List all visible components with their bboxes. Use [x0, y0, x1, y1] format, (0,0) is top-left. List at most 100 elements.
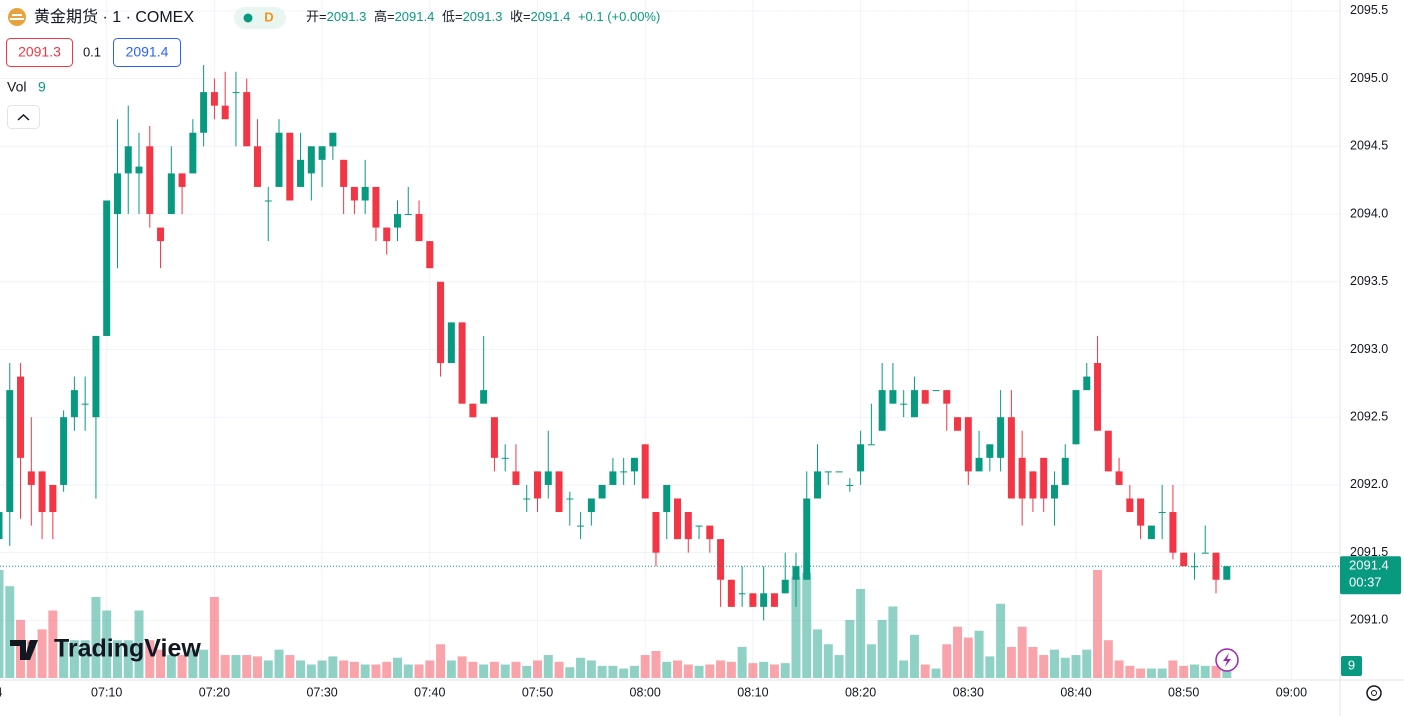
candle-body	[1180, 552, 1188, 567]
volume-bar	[48, 610, 58, 678]
volume-bar	[683, 664, 693, 678]
candle-body	[27, 471, 35, 485]
candle-body	[523, 498, 531, 500]
interval-badge: D	[264, 9, 273, 24]
volume-bar	[285, 655, 295, 678]
candle-body	[38, 471, 46, 513]
volume-bar	[1006, 646, 1016, 678]
volume-bar	[274, 649, 284, 678]
candle-body	[501, 457, 509, 459]
candle-body	[318, 146, 326, 160]
candle-body	[609, 471, 617, 485]
candle-body	[81, 403, 89, 405]
candle-body	[630, 457, 638, 472]
volume-bar	[134, 610, 144, 678]
candle-body	[792, 566, 800, 580]
volume-bar	[317, 660, 327, 678]
volume-bar	[963, 637, 973, 678]
x-tick-label: 09:00	[1276, 685, 1307, 699]
candle-body	[770, 593, 778, 607]
candle-body	[803, 498, 811, 580]
volume-bar	[888, 606, 898, 678]
candle-body	[1050, 484, 1058, 499]
candle-body	[814, 471, 822, 499]
candle-body	[469, 403, 477, 418]
volume-bar	[112, 640, 122, 678]
x-tick-label: 08:10	[737, 685, 768, 699]
volume-bar	[1179, 665, 1189, 678]
change: +0.1 (+0.00%)	[578, 9, 660, 24]
candle-body	[1007, 417, 1015, 499]
y-tick-label: 2091.5	[1350, 545, 1388, 559]
candle-body	[286, 132, 294, 201]
volume-bar	[511, 661, 521, 678]
candle-body	[652, 512, 660, 553]
candle-body	[857, 444, 865, 472]
ask-box[interactable]	[113, 38, 181, 67]
candle-body	[577, 525, 585, 527]
volume-bar	[37, 629, 47, 678]
volume-bar	[403, 664, 413, 678]
volume-bar	[759, 661, 769, 678]
candle-body	[975, 457, 983, 472]
collapse-button[interactable]	[7, 105, 40, 129]
candle-body	[307, 146, 315, 174]
volume-bar	[209, 597, 219, 678]
volume-bar	[231, 655, 241, 678]
candle-body	[620, 471, 628, 473]
close-value: 2091.4	[531, 9, 571, 24]
candle-body	[167, 173, 175, 215]
candle-body	[760, 593, 768, 607]
volume-bar	[673, 660, 683, 678]
candle-body	[178, 173, 186, 187]
candle-body	[1061, 457, 1069, 485]
volume-bar	[102, 610, 112, 678]
candle-body	[1212, 552, 1220, 580]
candle-body	[641, 444, 649, 499]
status-pill[interactable]	[234, 7, 286, 29]
volume-bar	[1071, 655, 1081, 678]
logo-text[interactable]: TradingView	[54, 635, 201, 663]
settings-button[interactable]	[1366, 685, 1382, 701]
volume-bar	[533, 660, 542, 678]
volume-bar	[425, 660, 435, 678]
candle-body	[900, 403, 908, 405]
candle-body	[124, 146, 132, 174]
volume-bar	[780, 663, 790, 678]
market-status-dot	[243, 13, 253, 23]
candle-body	[17, 376, 25, 458]
candle-body	[1223, 566, 1231, 580]
candle-body	[986, 444, 994, 458]
logo-dot	[28, 640, 36, 648]
volume-bar	[726, 661, 736, 678]
y-tick-label: 2091.0	[1350, 613, 1388, 627]
candle-body	[824, 471, 832, 473]
candle-body	[598, 484, 606, 499]
volume-bar	[845, 619, 855, 678]
candle-body	[1158, 512, 1166, 514]
candle-body	[189, 132, 197, 174]
volume-bar	[26, 640, 36, 678]
volume-bar	[1082, 649, 1092, 678]
volume-bar	[619, 668, 629, 678]
x-tick-label: 08:50	[1168, 685, 1199, 699]
volume-bar	[382, 661, 392, 678]
volume-bar	[834, 655, 844, 678]
candle-body	[480, 390, 488, 404]
volume-bar	[1146, 668, 1156, 678]
candle-body	[6, 390, 14, 513]
volume-bar	[199, 649, 209, 678]
candle-body	[0, 512, 3, 540]
volume-bar	[156, 649, 166, 678]
volume-label-box	[1341, 656, 1362, 676]
y-tick-label: 2093.5	[1350, 274, 1388, 288]
bid-box[interactable]	[6, 38, 73, 67]
candle-body	[932, 390, 940, 392]
candle-body	[103, 200, 111, 336]
candle-body	[512, 471, 520, 485]
volume-bar	[479, 664, 489, 678]
volume-bar	[5, 586, 15, 678]
candle-body	[889, 390, 897, 404]
vol-label: Vol	[7, 79, 26, 95]
symbol-title[interactable]: 黄金期货 · 1 · COMEX	[34, 8, 194, 26]
